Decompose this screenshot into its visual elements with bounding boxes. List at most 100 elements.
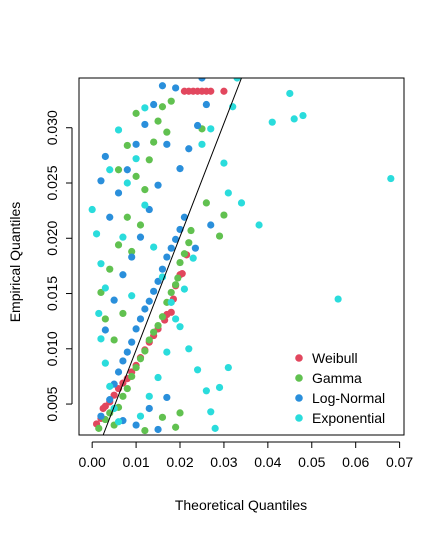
y-axis-title: Empirical Quantiles: [7, 202, 23, 323]
point-log-normal-33: [110, 296, 118, 304]
point-gamma-11: [145, 336, 153, 344]
point-exponential-48: [215, 383, 224, 392]
point-gamma-35: [110, 336, 118, 344]
point-gamma-44: [114, 166, 123, 174]
y-tick-label-4: 0.025: [44, 165, 60, 200]
legend-label-gamma: Gamma: [312, 370, 362, 386]
point-exponential-39: [163, 348, 171, 356]
point-exponential-13: [150, 243, 158, 251]
x-tick-label-2: 0.02: [166, 454, 193, 470]
point-gamma-10: [141, 347, 149, 355]
point-gamma-6: [123, 384, 131, 393]
x-tick-label-0: 0.00: [79, 454, 106, 470]
point-log-normal-19: [191, 244, 199, 252]
x-tick-label-3: 0.03: [210, 454, 237, 470]
point-gamma-49: [141, 426, 149, 435]
point-log-normal-21: [198, 78, 206, 82]
point-exponential-27: [255, 221, 263, 229]
point-gamma-19: [176, 258, 184, 267]
point-exponential-30: [290, 115, 298, 123]
x-tick-label-4: 0.04: [254, 454, 281, 470]
point-gamma-42: [163, 128, 171, 136]
point-gamma-22: [187, 226, 195, 235]
point-exponential-16: [176, 323, 184, 331]
point-exponential-29: [286, 89, 294, 98]
point-gamma-16: [167, 288, 175, 297]
point-exponential-1: [92, 230, 101, 238]
point-log-normal-4: [119, 357, 127, 365]
point-log-normal-25: [176, 165, 184, 173]
point-exponential-11: [132, 155, 140, 163]
legend-marker-log-normal: [295, 394, 303, 402]
point-exponential-17: [185, 345, 193, 353]
point-log-normal-16: [172, 235, 180, 243]
point-log-normal-29: [145, 205, 153, 214]
point-weibull-5: [110, 391, 118, 399]
legend-label-exponential: Exponential: [312, 410, 385, 426]
point-exponential-37: [180, 285, 189, 293]
point-log-normal-13: [158, 265, 167, 273]
point-log-normal-37: [123, 166, 131, 174]
point-gamma-50: [176, 409, 184, 417]
point-exponential-47: [141, 104, 149, 112]
point-log-normal-42: [97, 177, 105, 185]
point-gamma-26: [220, 211, 228, 219]
point-log-normal-47: [163, 393, 171, 402]
point-weibull-22: [178, 270, 186, 278]
point-log-normal-1: [106, 396, 114, 404]
point-log-normal-9: [141, 305, 149, 313]
point-exponential-43: [128, 292, 136, 300]
point-exponential-14: [158, 273, 167, 281]
point-gamma-43: [101, 315, 109, 323]
point-log-normal-44: [132, 421, 140, 429]
point-gamma-47: [172, 423, 180, 431]
point-gamma-40: [145, 156, 153, 164]
x-tick-label-6: 0.06: [342, 454, 369, 470]
point-exponential-36: [189, 254, 197, 262]
point-gamma-21: [185, 239, 193, 247]
point-gamma-30: [132, 172, 140, 180]
point-exponential-41: [145, 392, 153, 400]
point-gamma-12: [150, 328, 158, 336]
legend-marker-gamma: [295, 374, 303, 382]
y-tick-label-0: 0.005: [44, 386, 60, 421]
y-tick-label-5: 0.030: [44, 110, 60, 145]
point-exponential-31: [299, 111, 307, 120]
point-exponential-3: [101, 284, 109, 292]
x-tick-label-7: 0.07: [386, 454, 413, 470]
point-gamma-8: [132, 363, 140, 372]
point-exponential-49: [224, 363, 232, 372]
point-log-normal-11: [150, 287, 158, 295]
point-exponential-4: [95, 309, 103, 318]
point-exponential-26: [237, 199, 246, 207]
point-log-normal-35: [106, 213, 114, 221]
point-gamma-14: [158, 313, 167, 321]
point-exponential-28: [268, 118, 276, 126]
point-log-normal-46: [154, 425, 162, 434]
x-tick-label-1: 0.01: [122, 454, 149, 470]
point-gamma-27: [150, 138, 158, 146]
point-log-normal-26: [172, 84, 180, 92]
legend-label-weibull: Weibull: [312, 350, 358, 366]
point-gamma-18: [174, 274, 182, 282]
point-exponential-21: [211, 424, 219, 432]
point-weibull-30: [207, 87, 215, 95]
point-log-normal-5: [123, 348, 131, 356]
point-gamma-38: [136, 221, 145, 229]
point-exponential-2: [97, 260, 105, 268]
point-gamma-28: [158, 103, 167, 111]
point-exponential-45: [114, 126, 123, 134]
point-weibull-31: [220, 87, 228, 95]
point-exponential-33: [387, 174, 395, 183]
point-exponential-9: [114, 418, 123, 426]
point-log-normal-23: [193, 121, 202, 130]
point-log-normal-22: [202, 100, 210, 109]
point-exponential-42: [136, 412, 145, 420]
y-axis: 0.005 0.010 0.015 0.020 0.025 0.030: [44, 110, 73, 422]
point-gamma-24: [202, 199, 210, 207]
point-gamma-36: [119, 309, 127, 318]
point-exponential-5: [97, 335, 105, 343]
point-log-normal-36: [114, 189, 123, 197]
point-gamma-20: [180, 250, 189, 258]
